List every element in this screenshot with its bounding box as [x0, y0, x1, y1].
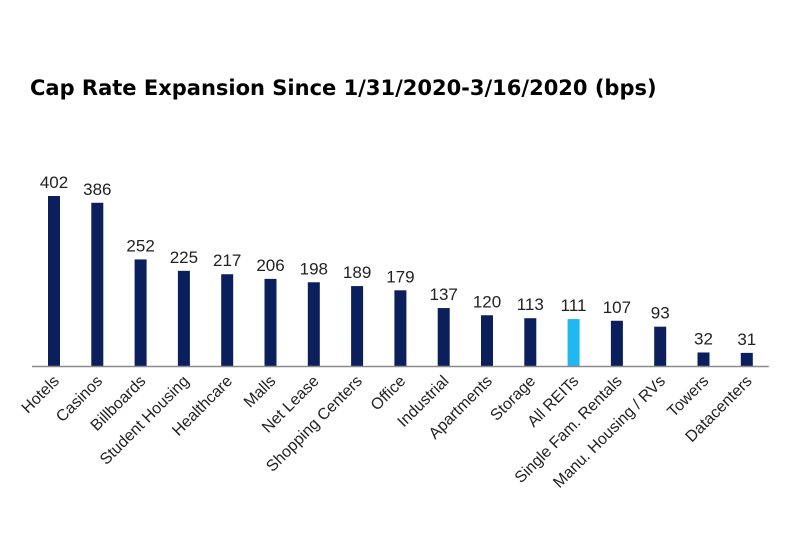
value-labels-group: 402 386 252 225 217 206 198 189 179 137 120 113 111 1…	[40, 173, 756, 349]
chart-title: Cap Rate Expansion Since 1/31/2020-3/16/…	[30, 76, 657, 100]
bar-manu-housing-rvs	[654, 326, 667, 366]
value-label: 402	[40, 173, 68, 192]
value-label: 120	[473, 292, 501, 311]
value-label: 189	[343, 263, 371, 282]
value-label: 225	[170, 248, 198, 267]
value-label: 252	[126, 236, 154, 255]
bar-shopping-centers	[351, 286, 364, 366]
value-label: 217	[213, 251, 241, 270]
x-tick-label: Office	[368, 373, 409, 414]
bar-student-housing	[177, 270, 190, 366]
value-label: 31	[737, 330, 756, 349]
bar-datacenters	[740, 352, 753, 366]
value-label: 179	[386, 267, 414, 286]
value-label: 107	[603, 298, 631, 317]
bar-net-lease	[307, 282, 320, 366]
bar-healthcare	[221, 274, 234, 366]
bar-apartments	[481, 315, 493, 366]
bar-towers	[697, 352, 710, 366]
bar-casinos	[91, 202, 104, 366]
bars-group	[48, 196, 753, 366]
value-label: 386	[83, 180, 111, 199]
bar-all-reits	[567, 319, 580, 366]
bar-office	[394, 290, 407, 366]
bar-hotels	[48, 196, 60, 366]
x-tick-label: Malls	[241, 373, 279, 411]
bar-single-fam-rentals	[610, 320, 623, 366]
value-label: 137	[430, 285, 458, 304]
bar-industrial	[437, 308, 450, 366]
value-label: 206	[256, 256, 284, 275]
value-label: 93	[651, 304, 670, 323]
value-label: 32	[694, 329, 713, 348]
bar-billboards	[134, 259, 147, 366]
value-label: 198	[300, 259, 328, 278]
value-label: 111	[561, 296, 587, 315]
value-label: 113	[517, 295, 544, 314]
bar-malls	[264, 278, 277, 366]
bar-storage	[524, 318, 537, 366]
